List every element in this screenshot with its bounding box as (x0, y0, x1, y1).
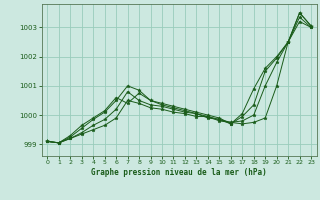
X-axis label: Graphe pression niveau de la mer (hPa): Graphe pression niveau de la mer (hPa) (91, 168, 267, 177)
